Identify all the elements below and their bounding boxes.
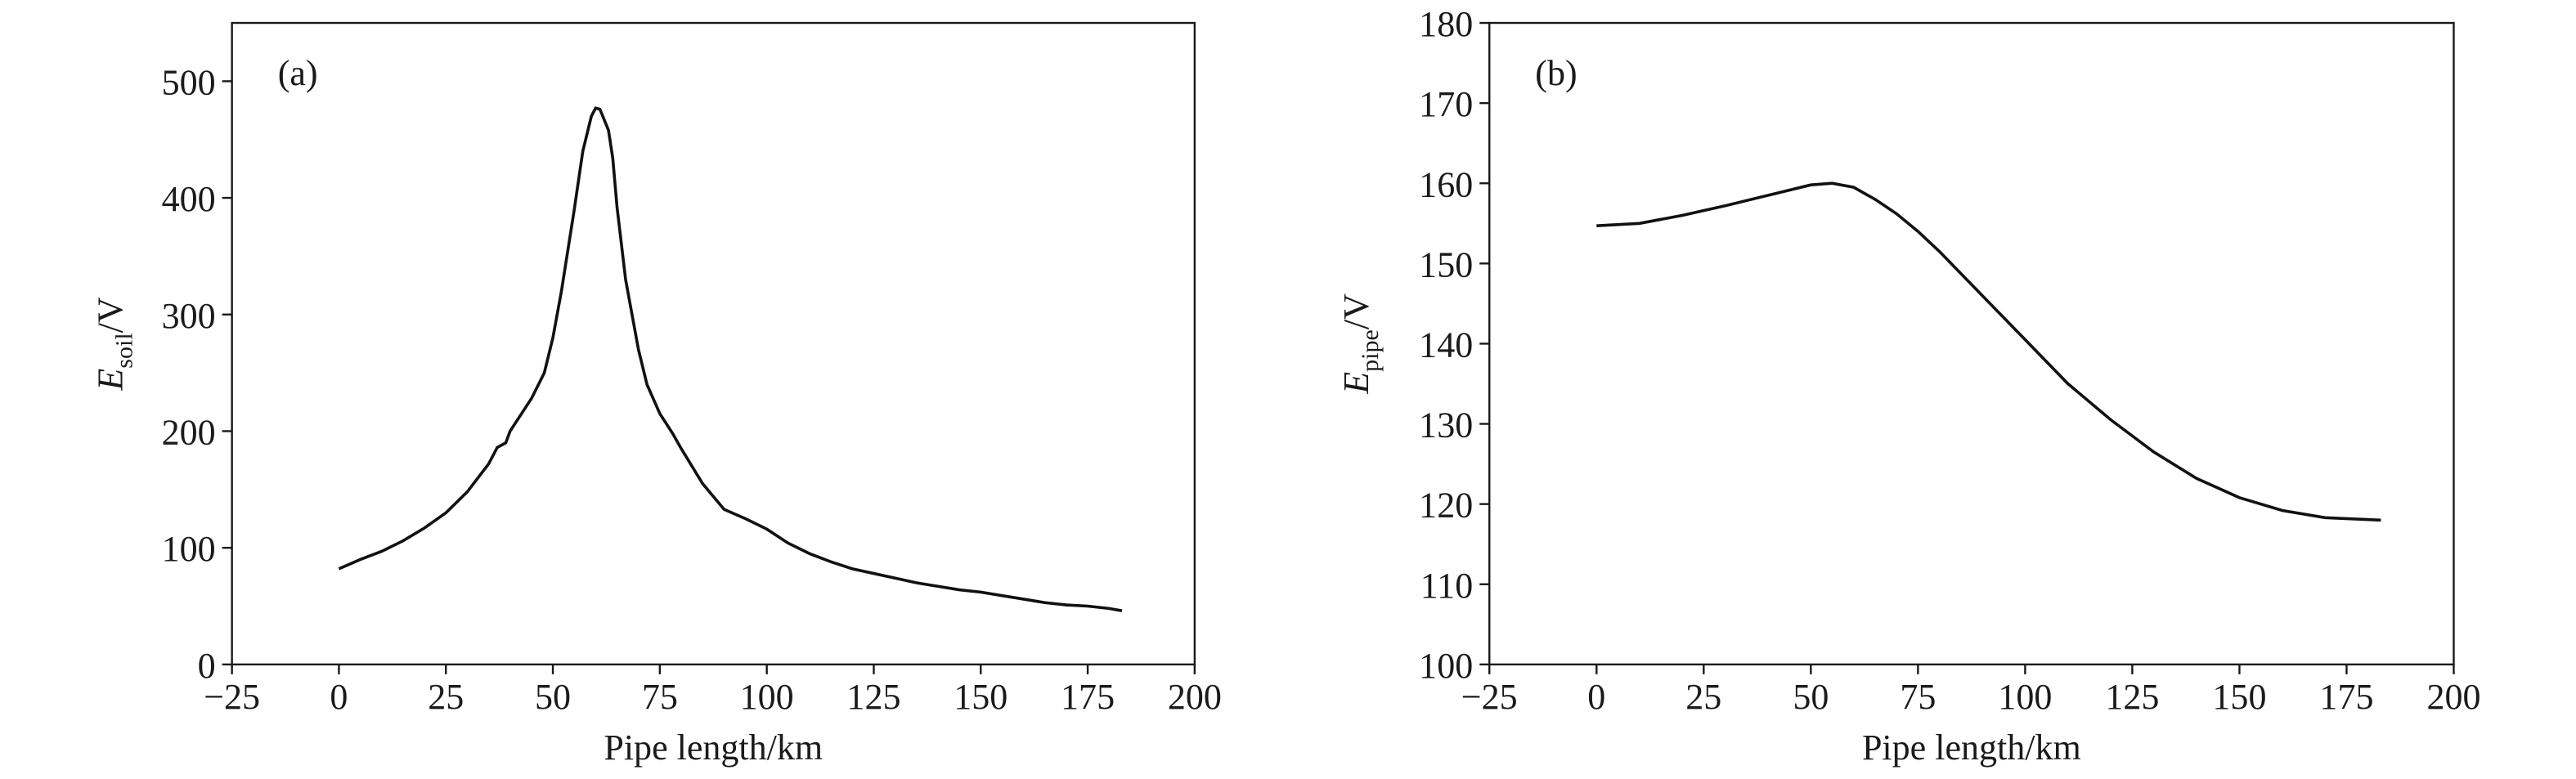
x-tick-label: 25 [1685, 677, 1721, 717]
x-tick-label: 50 [1793, 677, 1829, 717]
x-tick-label: 150 [2212, 677, 2266, 717]
y-tick-label: 120 [1419, 486, 1473, 526]
x-tick-label: 100 [1998, 677, 2052, 717]
x-tick-label: 100 [740, 677, 794, 717]
x-tick-label: 175 [2319, 677, 2373, 717]
y-tick-label: 300 [162, 296, 216, 336]
y-tick-label: 180 [1419, 4, 1473, 44]
data-line [338, 106, 1123, 612]
y-label-subscript: soil [111, 333, 138, 368]
y-axis-label: Epipe/V [1336, 293, 1384, 395]
y-label-symbol: E [91, 369, 131, 392]
x-tick-label: 125 [2105, 677, 2159, 717]
x-tick-label: 0 [330, 677, 348, 717]
y-tick-label: 200 [162, 412, 216, 452]
plot-frame [1488, 21, 2455, 666]
plot-frame [231, 21, 1196, 666]
y-label-symbol: E [1336, 372, 1376, 395]
x-tick-label: −25 [204, 677, 260, 717]
x-tick-label: 200 [1168, 677, 1222, 717]
x-tick-label: 150 [954, 677, 1008, 717]
x-tick-label: 25 [428, 677, 464, 717]
y-tick-label: 400 [162, 179, 216, 219]
x-axis-label: Pipe length/km [604, 728, 823, 768]
x-tick-label: 200 [2426, 677, 2480, 717]
y-tick-label: 500 [162, 62, 216, 102]
y-tick-label: 150 [1419, 244, 1473, 284]
panel-label: (a) [278, 53, 318, 93]
x-tick-label: 75 [642, 677, 678, 717]
chart-panel: −25 0 25 50 75 100 125 150 175 200 100 110 120 130 140… [1336, 4, 2480, 768]
x-tick-label: 125 [846, 677, 900, 717]
y-tick-label: 100 [162, 529, 216, 569]
y-tick-label: 130 [1419, 405, 1473, 445]
x-axis-label: Pipe length/km [1862, 728, 2081, 768]
y-tick-label: 140 [1419, 325, 1473, 365]
y-tick-label: 160 [1419, 164, 1473, 204]
x-tick-label: 175 [1061, 677, 1115, 717]
data-line [1596, 181, 2381, 522]
x-tick-label: 0 [1587, 677, 1605, 717]
y-tick-label: 110 [1420, 566, 1473, 606]
x-tick-label: 50 [535, 677, 571, 717]
panel-label: (b) [1535, 53, 1577, 93]
x-tick-label: −25 [1461, 677, 1518, 717]
chart-panel: −25 0 25 50 75 100 125 150 175 200010020030040050… [91, 21, 1222, 768]
y-label-unit: /V [1336, 293, 1376, 329]
y-label-subscript: pipe [1357, 329, 1384, 372]
y-axis-label: Esoil/V [91, 297, 138, 392]
y-tick-label: 100 [1419, 646, 1473, 686]
y-tick-label: 170 [1419, 84, 1473, 124]
y-label-unit: /V [91, 297, 131, 333]
x-tick-label: 75 [1900, 677, 1936, 717]
y-tick-label: 0 [198, 646, 216, 686]
